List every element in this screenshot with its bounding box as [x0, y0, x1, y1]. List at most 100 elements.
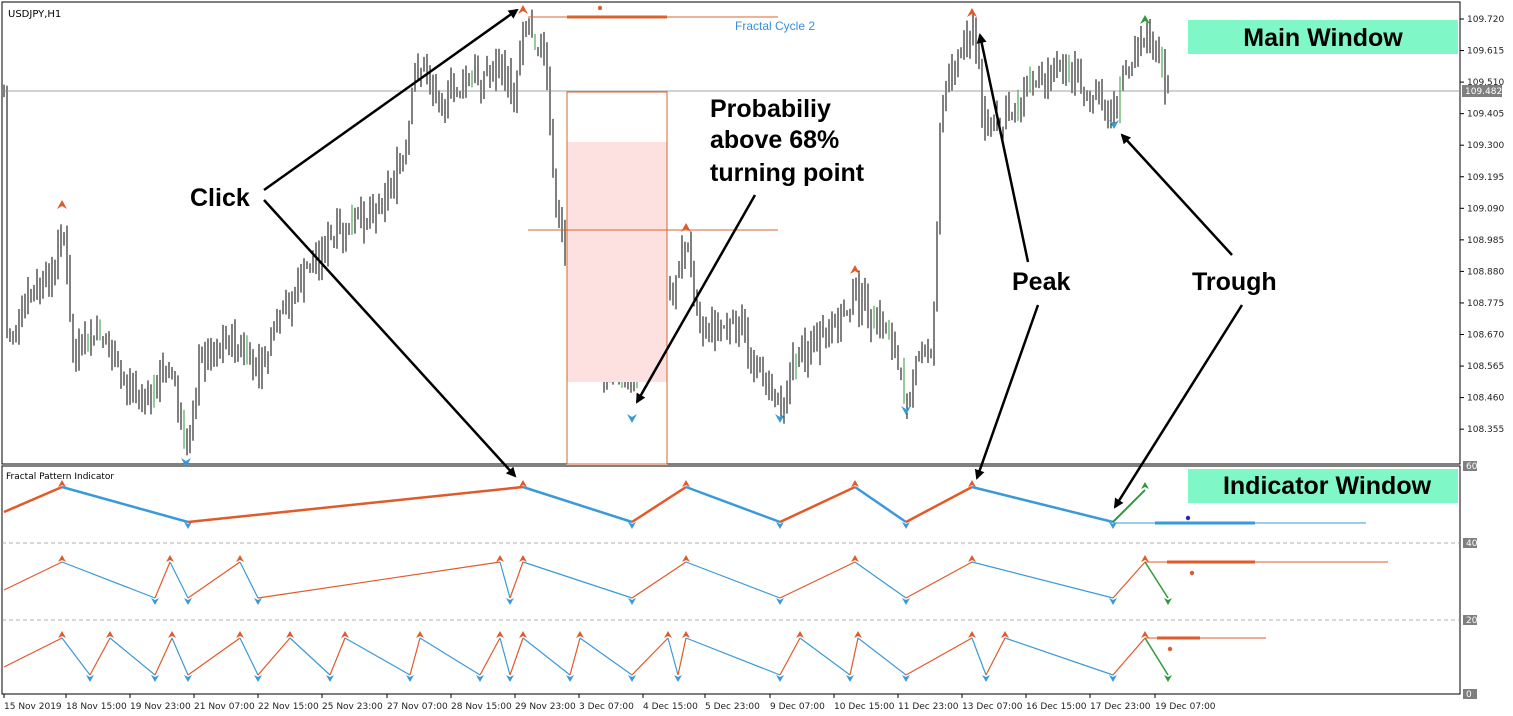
price-tick-label: 108.460 [1467, 394, 1504, 404]
zigzag-segment [905, 637, 973, 676]
peak-marker-icon [57, 200, 67, 209]
zigzag-segment [849, 637, 859, 676]
fractal-cycle-label: Fractal Cycle 2 [735, 19, 815, 33]
zigzag-segment [779, 637, 801, 676]
zigzag-segment [971, 561, 1114, 599]
indicator-tick-label: 40 [1466, 539, 1478, 549]
price-axis: 109.720 109.615 109.510 109.405 109.300 109.1… [1460, 15, 1504, 435]
trough-marker-icon [902, 522, 910, 529]
zigzag-segment [522, 485, 633, 524]
zigzag-segment [905, 561, 973, 599]
zigzag-segment [187, 561, 241, 599]
peak-marker-icon [682, 555, 690, 562]
indicator-tick-label: 60 [1466, 462, 1478, 472]
zigzag-segment [971, 637, 987, 676]
peak-marker-icon [682, 480, 690, 487]
peak-marker-icon [496, 555, 504, 562]
zigzag-segment [344, 637, 411, 676]
zigzag-segment [631, 561, 687, 599]
trough-marker-icon [181, 458, 191, 467]
zigzag-segment [854, 561, 907, 599]
trough-marker-icon [566, 675, 574, 682]
zigzag-segment [1112, 637, 1146, 676]
trough-marker-icon [184, 522, 192, 529]
trough-marker-icon [674, 675, 682, 682]
zigzag-segment [799, 637, 851, 676]
peak-marker-icon [664, 631, 672, 638]
main-window-label: Main Window [1243, 24, 1403, 52]
zigzag-segment [479, 637, 501, 676]
peak-marker-icon [968, 555, 976, 562]
price-tick-label: 109.300 [1467, 141, 1504, 151]
peak-marker-icon [518, 5, 528, 14]
current-price-badge [1462, 85, 1502, 97]
trough-marker-icon [406, 675, 414, 682]
peak-marker-icon [168, 631, 176, 638]
zigzag-segment [154, 637, 173, 676]
click-annotation: Click [190, 184, 250, 212]
peak-marker-icon [58, 480, 66, 487]
time-tick-label: 9 Dec 07:00 [770, 702, 825, 712]
peak-marker-icon [968, 480, 976, 487]
price-tick-label: 109.720 [1467, 15, 1504, 25]
time-tick-label: 19 Nov 23:00 [130, 702, 191, 712]
zigzag-segment [677, 637, 687, 676]
zigzag-segment [109, 637, 156, 676]
time-tick-label: 3 Dec 07:00 [579, 702, 634, 712]
price-tick-label: 108.565 [1467, 362, 1504, 372]
peak-marker-icon [1141, 555, 1149, 562]
trough-marker-icon [86, 675, 94, 682]
zigzag-segment [685, 637, 781, 676]
fractal-markers [57, 5, 1150, 467]
indicator-window-label: Indicator Window [1223, 472, 1432, 500]
trough-marker-icon [1164, 675, 1172, 682]
trough-marker-icon [628, 522, 636, 529]
zigzag-segment [779, 485, 856, 524]
indicator-title: Fractal Pattern Indicator [6, 472, 114, 482]
time-tick-label: 5 Dec 23:00 [705, 702, 760, 712]
zigzag-segment [171, 637, 189, 676]
zigzag-segment [289, 637, 331, 676]
trough-marker-icon [775, 414, 785, 423]
trough-marker-icon [506, 598, 514, 605]
peak-marker-icon [58, 631, 66, 638]
current-price-text: 109.482 [1465, 87, 1502, 97]
peak-marker-icon [519, 480, 527, 487]
time-tick-label: 11 Dec 23:00 [898, 702, 959, 712]
zigzag-segment [499, 561, 511, 599]
zigzag-segment [169, 561, 189, 599]
probability-zone [567, 142, 667, 382]
peak-marker-icon [286, 631, 294, 638]
zigzag-segment [61, 561, 156, 599]
price-tick-label: 109.615 [1467, 47, 1504, 57]
probability-annotation-line3: turning point [710, 159, 865, 187]
trough-marker-icon [776, 522, 784, 529]
peak-marker-icon [1140, 15, 1150, 24]
zigzag-segment [239, 637, 259, 676]
peak-marker-icon [851, 480, 859, 487]
symbol-label: USDJPY,H1 [8, 9, 61, 20]
peak-marker-icon [496, 631, 504, 638]
time-tick-label: 29 Nov 23:00 [515, 702, 576, 712]
price-tick-label: 108.985 [1467, 236, 1504, 246]
trough-marker-icon [151, 598, 159, 605]
main-window-badge [1188, 20, 1458, 54]
trough-marker-icon [776, 675, 784, 682]
zigzag-segment [509, 637, 524, 676]
zigzag-segment [1112, 561, 1146, 599]
trough-marker-icon [1109, 598, 1117, 605]
price-tick-label: 109.510 [1467, 78, 1504, 88]
zigzag-segment [89, 637, 111, 676]
zigzag-segment [3, 561, 63, 591]
peak-marker-icon [968, 631, 976, 638]
price-tick-label: 109.195 [1467, 173, 1504, 183]
trough-marker-icon [846, 675, 854, 682]
time-tick-label: 13 Dec 07:00 [962, 702, 1023, 712]
peak-marker-icon [681, 223, 691, 232]
zigzag-segment [854, 485, 907, 524]
peak-marker-icon [341, 631, 349, 638]
zigzag-segment [257, 561, 501, 599]
trough-marker-icon [254, 598, 262, 605]
zigzag-segment [3, 485, 63, 514]
